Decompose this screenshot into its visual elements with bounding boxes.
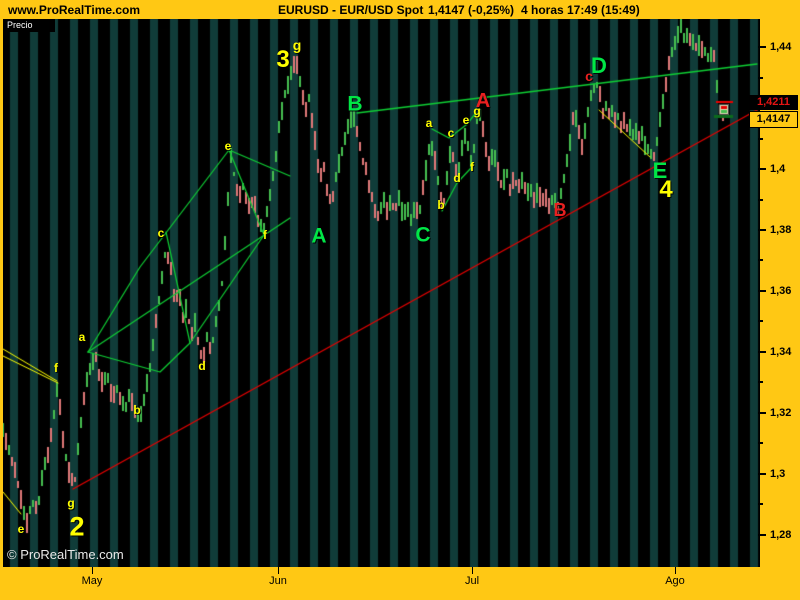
y-axis-tick bbox=[758, 351, 766, 353]
y-axis-label: 1,4 bbox=[770, 163, 786, 175]
y-axis-tick bbox=[758, 534, 766, 536]
last-price-label: 1,4147 bbox=[749, 111, 798, 128]
x-axis-tick bbox=[278, 567, 279, 574]
x-axis-tick bbox=[675, 567, 676, 574]
y-axis-tick bbox=[758, 46, 766, 48]
alert-price-label: 1,4211 bbox=[749, 95, 798, 110]
y-axis-tick bbox=[758, 320, 763, 322]
y-axis-label: 1,34 bbox=[770, 346, 792, 358]
y-axis-label: 1,38 bbox=[770, 224, 792, 236]
price-chart-canvas[interactable] bbox=[3, 19, 760, 567]
copyright-watermark: © ProRealTime.com bbox=[7, 547, 124, 562]
y-axis-label: 1,32 bbox=[770, 407, 792, 419]
x-axis-label: Ago bbox=[665, 575, 685, 587]
y-axis-label: 1,44 bbox=[770, 41, 792, 53]
clock-label: 17:49 (15:49) bbox=[567, 3, 640, 17]
x-axis-tick bbox=[472, 567, 473, 574]
x-axis-tick bbox=[92, 567, 93, 574]
y-axis-tick bbox=[758, 473, 766, 475]
y-axis-tick bbox=[758, 138, 763, 140]
y-axis-label: 1,28 bbox=[770, 529, 792, 541]
y-axis-tick bbox=[758, 381, 763, 383]
x-axis-label: Jun bbox=[269, 575, 287, 587]
timeframe-label: 4 horas bbox=[521, 3, 564, 17]
y-axis-tick bbox=[758, 290, 766, 292]
symbol-title: EURUSD - EUR/USD Spot bbox=[278, 3, 424, 17]
y-axis-label: 1,3 bbox=[770, 468, 786, 480]
y-axis-tick bbox=[758, 442, 763, 444]
panel-title: Precio bbox=[3, 19, 55, 32]
y-axis-tick bbox=[758, 503, 763, 505]
y-axis-label: 1,36 bbox=[770, 285, 792, 297]
y-axis-tick bbox=[758, 168, 766, 170]
y-axis-tick bbox=[758, 77, 763, 79]
y-axis-tick bbox=[758, 229, 766, 231]
x-axis-label: May bbox=[81, 575, 103, 587]
quote-value: 1,4147 (-0,25%) bbox=[428, 3, 515, 17]
y-axis-tick bbox=[758, 412, 766, 414]
time-axis[interactable] bbox=[0, 567, 760, 597]
y-axis-tick bbox=[758, 259, 763, 261]
y-axis-tick bbox=[758, 107, 766, 109]
y-axis-tick bbox=[758, 199, 763, 201]
site-label: www.ProRealTime.com bbox=[8, 3, 141, 17]
x-axis-label: Jul bbox=[464, 575, 480, 587]
